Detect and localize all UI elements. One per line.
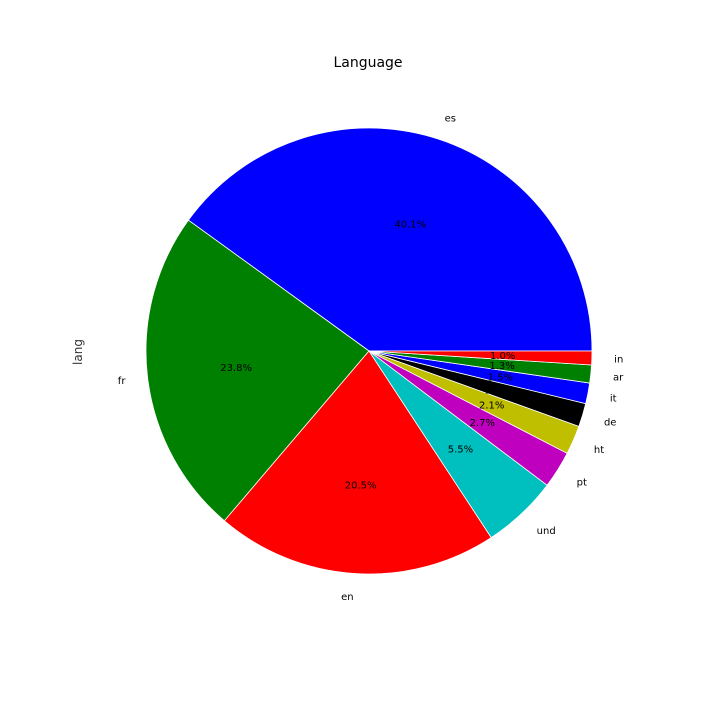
slice-percent-pt: 2.7%	[470, 418, 495, 429]
slice-percent-it: 1.5%	[488, 372, 513, 383]
pie-slice-in	[368, 350, 593, 366]
slice-label-it: it	[610, 394, 617, 405]
slice-label-und: und	[537, 526, 556, 537]
y-axis-label: lang	[71, 339, 85, 365]
slice-percent-en: 20.5%	[345, 481, 377, 492]
pie-slice-fr	[145, 219, 370, 522]
slice-label-pt: pt	[577, 478, 587, 489]
slice-percent-fr: 23.8%	[220, 363, 252, 374]
slice-label-de: de	[604, 418, 617, 429]
slice-label-en: en	[341, 592, 354, 603]
slice-label-in: in	[614, 355, 623, 366]
slice-percent-ht: 2.1%	[479, 400, 504, 411]
pie-labels: es 40.1% fr 23.8% en 20.5% und 5.5% pt 2.7% ht 2.1%…	[118, 114, 624, 603]
pie-slices	[145, 127, 593, 575]
chart-title: Language	[333, 55, 402, 71]
pie-slice-en	[223, 350, 492, 575]
slice-percent-de: 1.7%	[484, 385, 509, 396]
slice-percent-ar: 1.3%	[489, 361, 514, 372]
slice-percent-es: 40.1%	[394, 220, 426, 231]
slice-label-ht: ht	[594, 445, 604, 456]
pie-slice-es	[187, 127, 593, 352]
slice-percent-und: 5.5%	[448, 445, 473, 456]
slice-label-es: es	[445, 114, 456, 125]
slice-label-fr: fr	[118, 376, 127, 387]
slice-percent-in: 1.0%	[490, 351, 515, 362]
slice-label-ar: ar	[613, 372, 624, 383]
